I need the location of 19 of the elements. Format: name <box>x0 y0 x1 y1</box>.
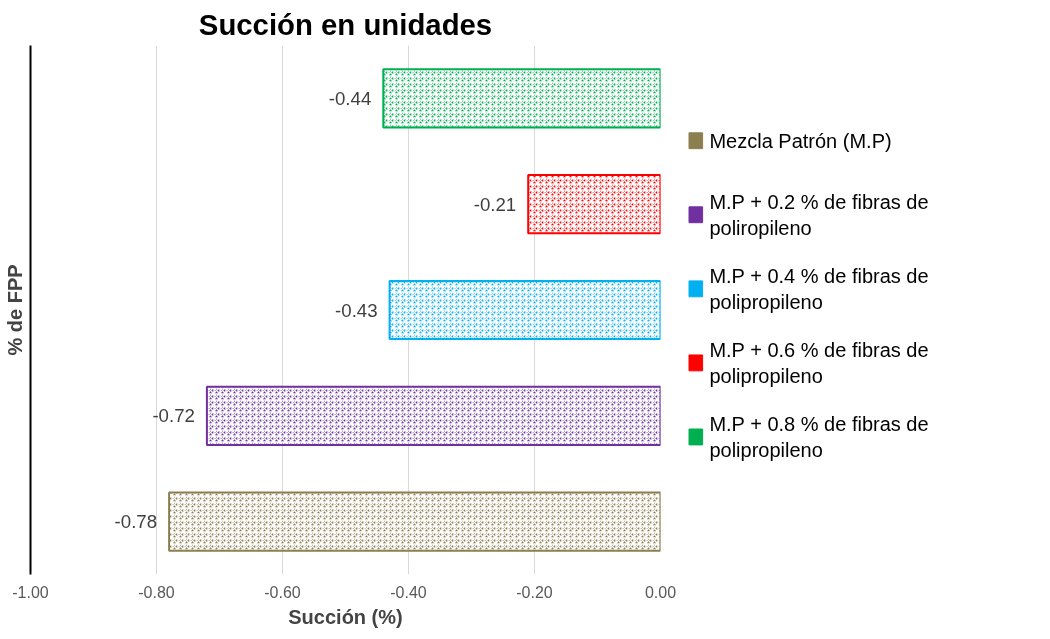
x-tick-label: -0.60 <box>264 583 301 601</box>
legend-label: Mezcla Patrón (M.P) <box>709 129 892 152</box>
y-axis-title: % de FPP <box>3 264 26 356</box>
x-axis-title: Succión (%) <box>288 605 403 628</box>
data-label: -0.72 <box>152 405 195 427</box>
x-tick-label: -0.80 <box>138 583 175 601</box>
data-label: -0.21 <box>473 193 517 215</box>
data-label: -0.78 <box>114 511 158 533</box>
data-label: -0.44 <box>328 87 372 109</box>
legend-label: M.P + 0.6 % de fibras de polipropileno <box>709 338 929 388</box>
data-label: -0.43 <box>335 299 378 321</box>
x-tick-label: -1.00 <box>12 583 49 601</box>
x-tick-label: -0.20 <box>516 583 553 601</box>
legend-label: M.P + 0.8 % de fibras de polipropileno <box>709 412 929 462</box>
x-tick-label: -0.40 <box>390 583 427 601</box>
chart-title: Succión en unidades <box>198 7 493 41</box>
x-tick-label: 0.00 <box>644 583 677 601</box>
legend-label: M.P + 0.4 % de fibras de polipropileno <box>709 264 929 314</box>
legend-label: M.P + 0.2 % de fibras de poliropileno <box>709 190 929 239</box>
